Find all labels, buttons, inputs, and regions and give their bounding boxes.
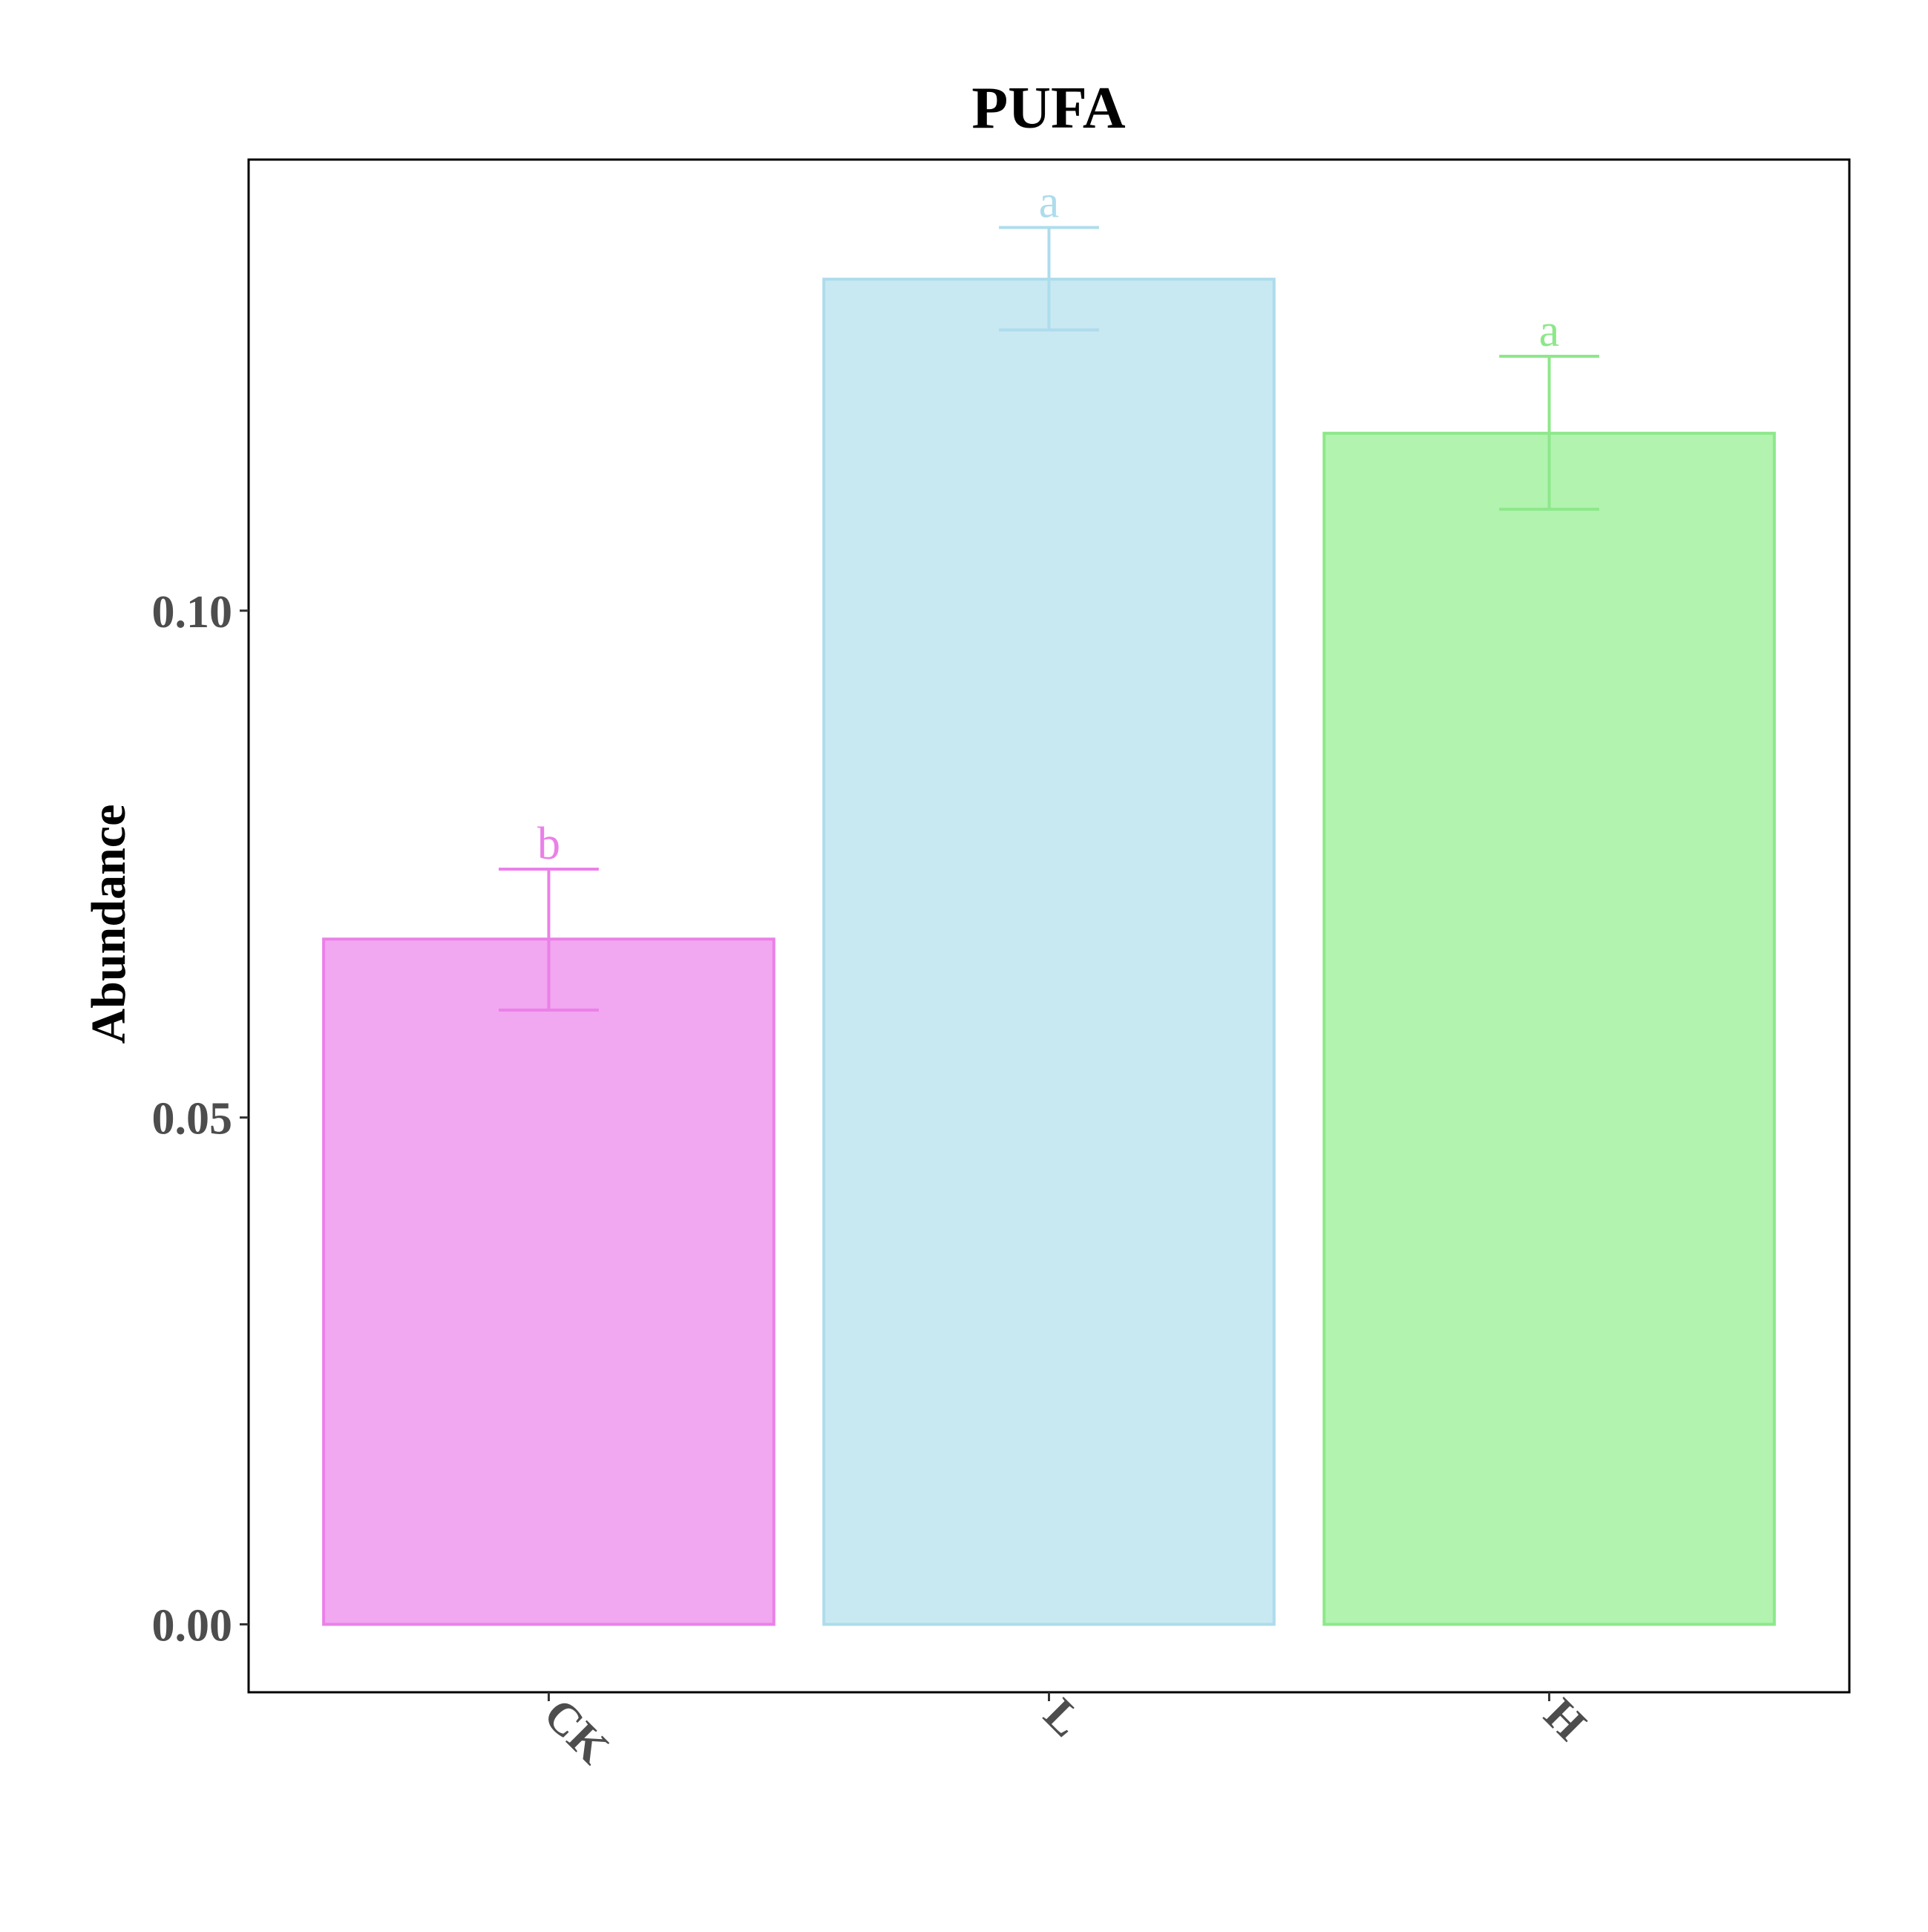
y-tick-label: 0.10	[152, 587, 233, 638]
significance-letter-h: a	[1539, 306, 1560, 356]
bars-group	[322, 278, 1776, 1626]
x-axis: CK L H	[534, 1689, 1596, 1774]
error-bar-ck	[499, 868, 599, 1012]
x-tick-label-h: H	[1535, 1689, 1596, 1750]
x-tick-label-l: L	[1035, 1689, 1092, 1746]
y-tick-label: 0.05	[152, 1094, 233, 1145]
error-bars-group	[499, 226, 1599, 1012]
significance-letter-ck: b	[537, 819, 560, 869]
bar-ck	[322, 937, 776, 1626]
error-bar-h	[1499, 354, 1599, 511]
error-bar-l	[999, 226, 1099, 332]
significance-letters-group: b a a	[537, 177, 1559, 870]
chart-title: PUFA	[971, 76, 1126, 141]
bar-l	[822, 278, 1276, 1626]
bar-h	[1322, 431, 1776, 1626]
y-axis-label: Abundance	[82, 805, 136, 1044]
y-tick-label: 0.00	[152, 1600, 233, 1651]
y-axis: 0.00 0.05 0.10	[152, 587, 249, 1651]
x-tick-label-ck: CK	[534, 1689, 619, 1774]
significance-letter-l: a	[1039, 177, 1060, 228]
